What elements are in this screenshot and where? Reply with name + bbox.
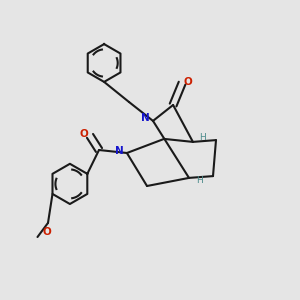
Text: O: O (183, 76, 192, 87)
Text: N: N (115, 146, 124, 156)
Text: O: O (42, 227, 51, 237)
Text: H: H (196, 176, 203, 185)
Text: H: H (200, 133, 206, 142)
Text: N: N (140, 113, 149, 123)
Text: O: O (79, 129, 88, 140)
